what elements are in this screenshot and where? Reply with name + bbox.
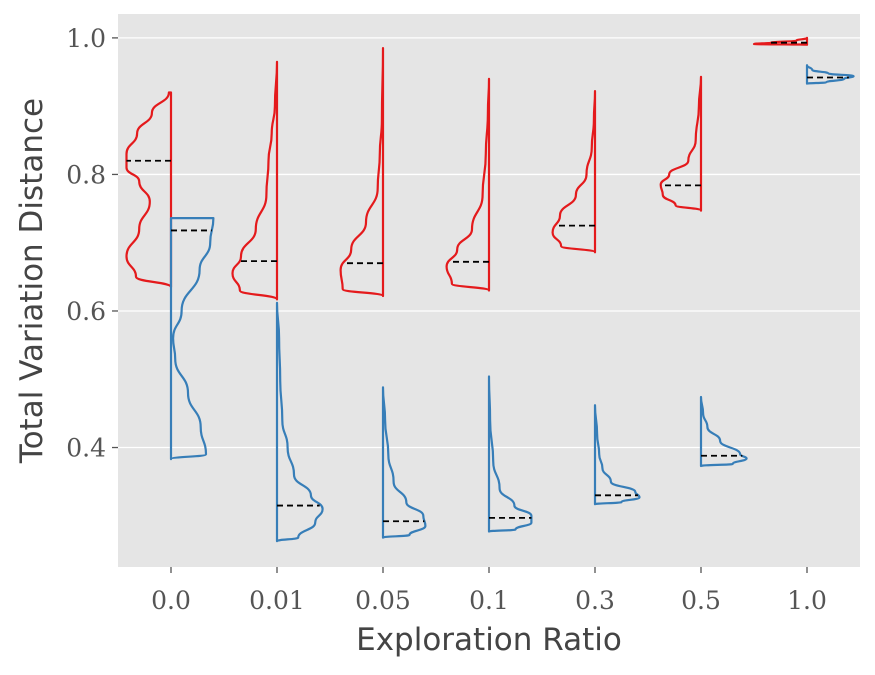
violin-left-0.5 [659, 75, 703, 212]
violin-right-1.0 [805, 64, 855, 85]
violin-left-0.1 [445, 77, 491, 292]
x-tick-label: 0.1 [469, 586, 509, 615]
violin-left-0.3 [551, 90, 597, 254]
median-lines [126, 41, 849, 523]
violin-right-0.05 [381, 386, 427, 539]
x-axis-ticks: 0.0 0.01 0.05 0.1 0.3 0.5 1.0 [151, 567, 827, 615]
x-tick-label: 0.05 [355, 586, 411, 615]
x-tick-label: 0.01 [249, 586, 305, 615]
violin-left-0.05 [339, 47, 385, 298]
violin-left-0.0 [125, 91, 173, 289]
y-axis-ticks: 0.4 0.6 0.8 1.0 [66, 24, 118, 463]
violin-right-0.1 [487, 375, 533, 533]
violin-right-0.0 [169, 217, 215, 461]
x-tick-label: 0.0 [151, 586, 191, 615]
violin-right-0.01 [275, 301, 324, 543]
violin-right-0.3 [593, 404, 641, 506]
x-tick-label: 0.3 [575, 586, 615, 615]
y-axis-title: Total Variation Distance [14, 98, 50, 464]
x-tick-label: 0.5 [681, 586, 721, 615]
y-tick-label: 0.6 [66, 297, 106, 326]
violin-right-0.5 [699, 395, 748, 468]
x-axis-title: Exploration Ratio [356, 622, 622, 658]
y-tick-label: 1.0 [66, 24, 106, 53]
y-tick-label: 0.8 [66, 160, 106, 189]
y-tick-label: 0.4 [66, 434, 106, 463]
violin-left-0.01 [231, 60, 279, 301]
x-tick-label: 1.0 [787, 586, 827, 615]
